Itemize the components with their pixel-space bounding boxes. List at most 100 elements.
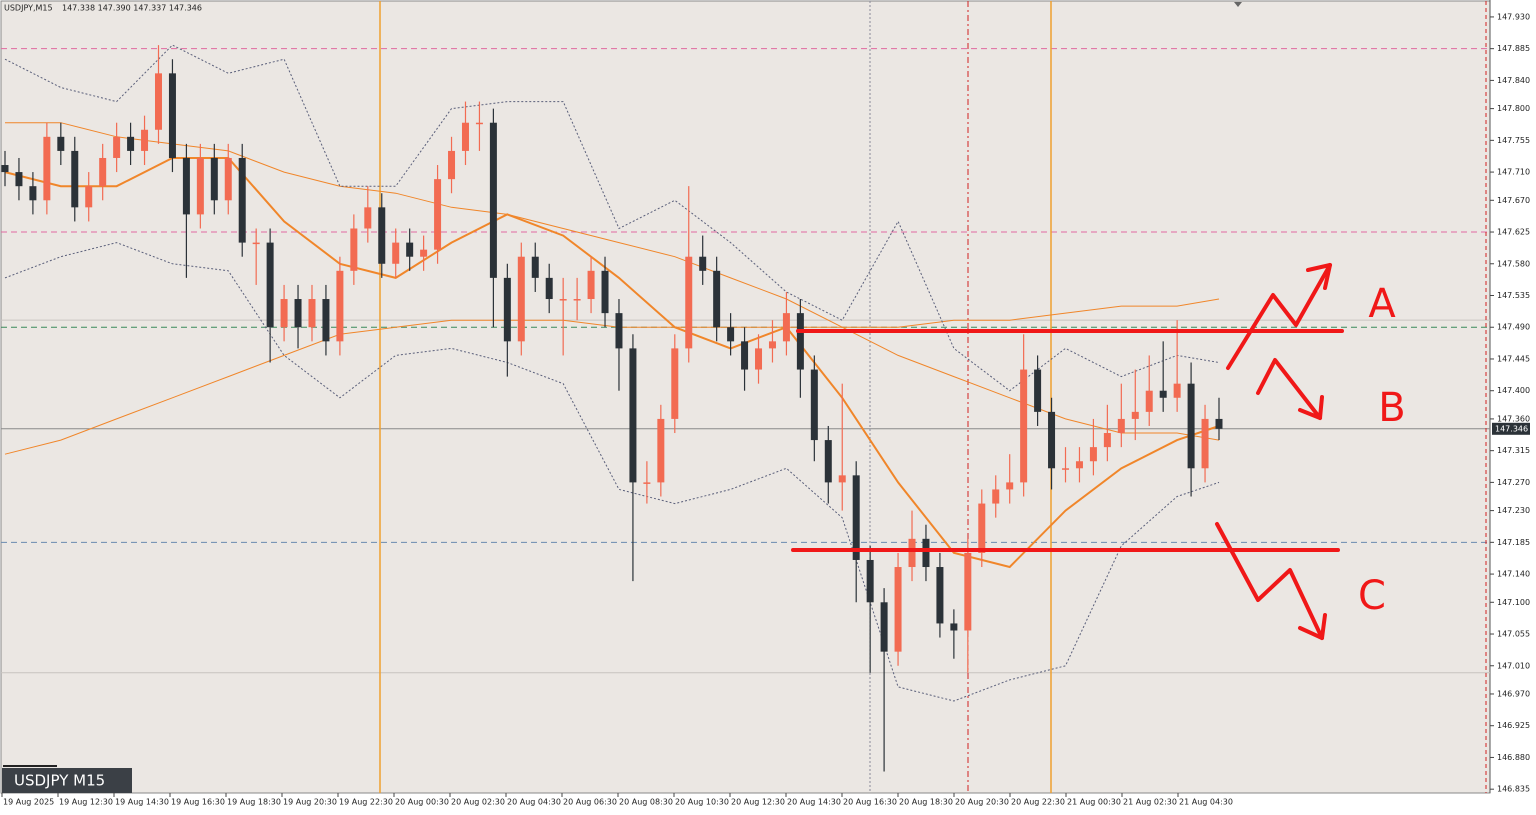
candle-body — [1075, 461, 1083, 469]
x-tick-label: 20 Aug 16:30 — [843, 798, 897, 807]
candle-body — [643, 482, 651, 484]
y-tick-label: 147.625 — [1497, 228, 1530, 237]
arrow-a — [1226, 263, 1332, 370]
y-tick-label: 147.885 — [1497, 44, 1530, 53]
y-tick-label: 147.535 — [1497, 291, 1530, 300]
candle-body — [713, 270, 721, 328]
candle-body — [922, 538, 930, 568]
arrow-c — [1215, 522, 1324, 640]
scroll-marker — [1234, 2, 1242, 7]
y-tick-label: 146.835 — [1497, 785, 1530, 794]
y-tick-label: 147.445 — [1497, 354, 1530, 363]
candle-body — [29, 186, 37, 201]
candle-body — [685, 256, 693, 349]
candle-body — [615, 313, 623, 349]
arrow-b — [1256, 358, 1322, 420]
candle-body — [196, 157, 204, 215]
candles — [1, 45, 1223, 772]
candle-body — [1159, 390, 1167, 398]
x-tick-label: 19 Aug 12:30 — [59, 798, 113, 807]
candle-body — [57, 136, 65, 151]
x-tick-label: 20 Aug 00:30 — [395, 798, 449, 807]
y-tick-label: 147.010 — [1497, 661, 1530, 670]
candle-body — [489, 122, 497, 278]
candle-body — [1187, 383, 1195, 469]
candle-body — [336, 270, 344, 342]
x-tick-label: 19 Aug 14:30 — [115, 798, 169, 807]
indicator-line — [4, 44, 1220, 392]
y-tick-label: 147.840 — [1497, 76, 1530, 85]
candle-body — [43, 136, 51, 201]
x-tick-label: 20 Aug 06:30 — [563, 798, 617, 807]
candle-body — [1020, 369, 1028, 483]
candle-body — [364, 207, 372, 229]
candle-body — [782, 313, 790, 342]
hand-drawings — [791, 263, 1344, 640]
x-tick-label: 19 Aug 18:30 — [227, 798, 281, 807]
y-tick-label: 147.315 — [1497, 446, 1530, 455]
candle-body — [434, 179, 442, 250]
candle-body — [1, 165, 9, 173]
candle-body — [1201, 418, 1209, 469]
candle-body — [141, 129, 149, 151]
candle-body — [154, 73, 162, 130]
candle-body — [280, 299, 288, 328]
candle-body — [601, 270, 609, 314]
candle-body — [85, 186, 93, 208]
candle-body — [1089, 447, 1097, 462]
candle-body — [127, 136, 135, 151]
watermark: USDJPY M15 — [14, 772, 105, 790]
candle-body — [461, 122, 469, 151]
candle-body — [838, 475, 846, 483]
candle-body — [182, 157, 190, 215]
candle-body — [210, 157, 218, 201]
candle-body — [741, 341, 749, 370]
arrow-head — [1298, 613, 1327, 640]
candle-body — [1034, 369, 1042, 412]
y-tick-label: 147.185 — [1497, 538, 1530, 547]
candle-body — [322, 299, 330, 342]
candle-body — [545, 277, 553, 300]
candle-body — [503, 277, 511, 342]
candle-body — [448, 150, 456, 180]
candle-body — [252, 242, 260, 245]
x-tick-label: 20 Aug 04:30 — [507, 798, 561, 807]
annotation: C — [1358, 573, 1386, 619]
x-tick-label: 19 Aug 16:30 — [171, 798, 225, 807]
annotation: A — [1368, 281, 1396, 327]
candle-body — [531, 256, 539, 278]
y-tick-label: 146.970 — [1497, 689, 1530, 698]
candle-body — [992, 489, 1000, 504]
x-tick-label: 21 Aug 04:30 — [1179, 798, 1233, 807]
x-tick-label: 19 Aug 2025 — [3, 798, 54, 807]
candle-body — [587, 270, 595, 300]
candle-body — [113, 136, 121, 158]
watermark-box — [2, 768, 132, 793]
y-tick-label: 146.925 — [1497, 721, 1530, 730]
y-tick-label: 147.140 — [1497, 570, 1530, 579]
y-tick-label: 147.100 — [1497, 598, 1530, 607]
candle-body — [15, 172, 23, 187]
x-tick-label: 21 Aug 02:30 — [1123, 798, 1177, 807]
candle-body — [950, 623, 958, 631]
annotation: B — [1378, 385, 1405, 431]
last-price-box — [1492, 422, 1530, 435]
candle-body — [559, 299, 567, 301]
arrow-head — [1306, 263, 1332, 290]
x-tick-label: 20 Aug 12:30 — [731, 798, 785, 807]
candle-body — [1048, 411, 1056, 469]
candle-body — [1062, 468, 1070, 470]
candle-body — [964, 552, 972, 631]
candle-body — [308, 299, 316, 328]
candle-body — [475, 122, 483, 125]
candle-body — [1117, 418, 1125, 434]
candle-body — [266, 242, 274, 328]
x-tick-label: 21 Aug 00:30 — [1067, 798, 1121, 807]
y-tick-label: 147.270 — [1497, 478, 1530, 487]
candle-body — [699, 256, 707, 271]
x-tick-label: 20 Aug 22:30 — [1011, 798, 1065, 807]
y-tick-label: 147.930 — [1497, 12, 1530, 21]
y-tick-label: 147.230 — [1497, 506, 1530, 515]
candle-body — [406, 242, 414, 257]
